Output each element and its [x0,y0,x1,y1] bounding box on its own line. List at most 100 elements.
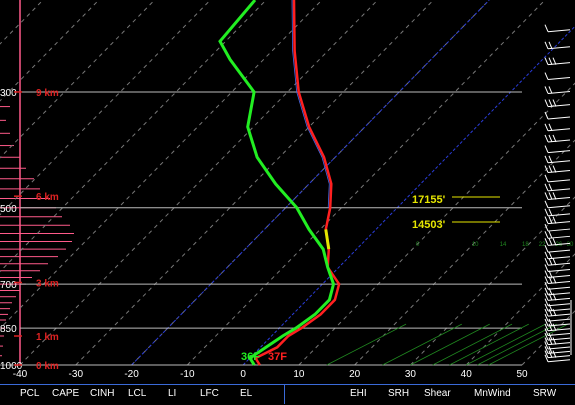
wind-barb-flag [548,287,553,296]
isotherm-line [0,0,155,159]
wetbulb-line [410,323,490,366]
wind-barb-flag [544,244,549,253]
panel-divider [284,384,285,404]
wind-barb-flag [548,258,553,266]
x-tick-label: 30 [405,369,417,380]
parcel-segment [324,229,331,250]
height-label: 0 km [36,361,59,372]
wind-barb-flag [544,24,549,32]
wind-barb-flag [548,134,553,143]
wind-barb-flag [548,337,553,345]
wind-barb-flag [552,276,557,284]
header-shear: Shear [424,388,451,399]
isotherm-line [0,0,100,102]
wind-barb-flag [552,323,557,331]
wind-barb [547,116,571,120]
isotherm-line [75,0,434,366]
height-label: 9 km [36,88,59,99]
wind-barb-flag [544,192,549,200]
pressure-label: 500 [0,204,17,215]
wind-barb-flag [552,258,557,266]
x-tick-label: -20 [124,369,139,380]
wind-barb-flag [544,123,549,131]
wind-barb-flag [544,216,549,224]
wind-barb-flag [544,223,549,232]
wind-barb-flag [544,155,549,163]
x-tick-label: -30 [69,369,84,380]
wind-barb [547,318,571,322]
wind-barb-flag [548,238,553,246]
wind-barb-flag [544,287,549,296]
wind-barb-flag [544,208,549,217]
header-cinh: CINH [90,388,115,399]
wind-barb-flag [544,183,549,192]
header-lcl: LCL [128,388,147,399]
wind-barb-flag [548,231,553,239]
height-annotation: 17155' [412,194,446,206]
wetbulb-line [382,323,463,366]
wetbulb-label: 30 [567,242,574,248]
wind-barb-flag [544,337,549,345]
wind-barb-flag [552,337,557,345]
wind-barb-flag [548,99,553,107]
header-pcl: PCL [20,388,40,399]
wind-barb-flag [544,270,549,278]
wind-barb-flag [552,350,557,358]
wetbulb-line [477,323,557,366]
wind-barb-flag [544,258,549,266]
wind-barb-flag [552,57,557,65]
header-el: EL [240,388,253,399]
wind-barb-flag [548,208,553,217]
wind-barb-flag [544,313,549,322]
isotherm-line [0,0,44,45]
wind-barb-flag [544,346,549,354]
x-tick-label: 40 [461,369,473,380]
wind-barb-flag [544,238,549,246]
header-srw: SRW [533,388,557,399]
wind-barb-flag [548,216,553,224]
header-mnwind: MnWind [474,388,511,399]
x-tick-label: 20 [349,369,361,380]
wetbulb-label: 18 [522,242,529,248]
isotherm-line [521,310,575,366]
wetbulb-label: 22 [539,242,546,248]
wetbulb-line [449,323,529,366]
wind-barb-flag [544,231,549,239]
wind-barb-flag [544,57,549,65]
wind-barb-flag [544,308,549,317]
isotherm-line [0,0,323,330]
wind-barb-flag [552,308,557,317]
surface-temp-label: 36F [241,351,260,363]
wind-barb-flag [552,134,557,143]
wind-barb-flag [548,293,553,301]
wind-barb-flag [544,165,549,173]
wind-barb-flag [552,165,557,173]
wind-barb-flag [548,350,553,358]
wind-barb-flag [544,251,549,259]
wind-barb-flag [548,303,553,312]
isotherm-layer [0,0,575,366]
wind-barb-flag [548,251,553,259]
wind-barb [547,268,571,272]
wind-barb-flag [548,332,553,341]
wind-barb-flag [548,165,553,173]
wind-barb-flag [548,41,553,49]
header-srh: SRH [388,388,410,399]
wetbulb-label: 26 [555,242,562,248]
header-ehi: EHI [350,388,367,399]
wetbulb-line [432,323,513,366]
wind-barb-flag [548,86,553,94]
wind-barb-flag [544,276,549,284]
wind-barb-flag [548,318,553,327]
wetbulb-layer: 010141822263034 [326,242,574,366]
wind-barb-flag [548,270,553,278]
x-tick-label: 50 [516,369,528,380]
wind-barb [547,303,571,307]
isotherm-line [354,139,575,366]
wind-barb [547,286,571,290]
wind-barb-flag [544,318,549,327]
wind-barb-flag [548,57,553,65]
wind-barb-flag [548,183,553,192]
profile-layer [218,0,341,366]
